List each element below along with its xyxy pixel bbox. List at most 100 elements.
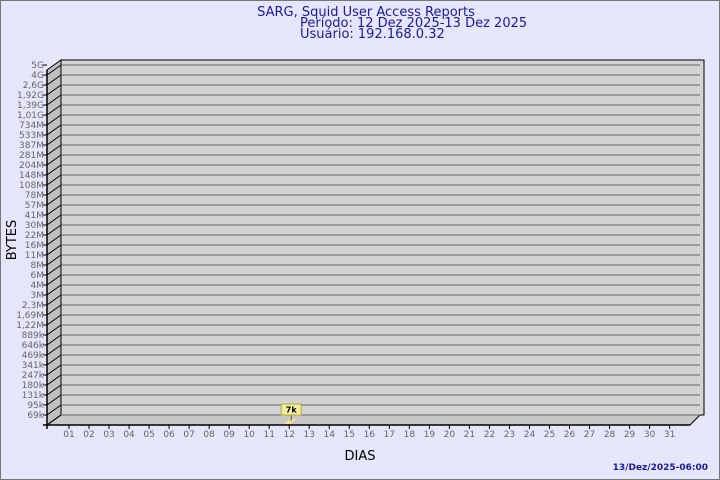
x-tick-label: 10 bbox=[243, 430, 255, 440]
grid-line-side bbox=[46, 294, 62, 306]
grid-line-side bbox=[46, 314, 62, 326]
plot-back-wall bbox=[60, 59, 705, 416]
x-tick-label: 30 bbox=[644, 430, 656, 440]
grid-line-side bbox=[46, 74, 62, 86]
x-tick-label: 25 bbox=[544, 430, 555, 440]
x-tick-label: 14 bbox=[324, 430, 336, 440]
x-tick-label: 04 bbox=[123, 430, 135, 440]
plot-area: 5G4G2,6G1,92G1,39G1,01G734M533M387M281M2… bbox=[16, 59, 705, 440]
y-tick-label: 95k bbox=[27, 401, 44, 411]
y-tick-label: 387M bbox=[19, 141, 44, 151]
y-tick-label: 69k bbox=[27, 411, 44, 421]
y-tick-label: 148M bbox=[19, 171, 44, 181]
grid-line-side bbox=[46, 154, 62, 166]
x-tick-label: 05 bbox=[143, 430, 154, 440]
x-tick-label: 06 bbox=[163, 430, 175, 440]
x-tick-label: 26 bbox=[564, 430, 576, 440]
plot-floor bbox=[45, 414, 702, 426]
grid-line-side bbox=[46, 144, 62, 156]
grid-line-side bbox=[46, 324, 62, 336]
y-tick-label: 6M bbox=[31, 271, 45, 281]
y-tick-label: 889k bbox=[22, 331, 45, 341]
y-tick-label: 57M bbox=[25, 201, 44, 211]
y-tick-label: 8M bbox=[31, 261, 45, 271]
x-tick-label: 22 bbox=[484, 430, 495, 440]
y-tick-label: 4G bbox=[31, 71, 44, 81]
y-tick-label: 341k bbox=[22, 361, 45, 371]
bar-day-12 bbox=[284, 419, 297, 424]
x-tick-label: 16 bbox=[364, 430, 376, 440]
grid-line-side bbox=[46, 214, 62, 226]
y-tick-label: 78M bbox=[25, 191, 44, 201]
x-tick-label: 23 bbox=[504, 430, 515, 440]
y-tick-label: 1,92G bbox=[17, 91, 44, 101]
grid-line-side bbox=[46, 284, 62, 296]
x-tick-label: 29 bbox=[624, 430, 636, 440]
grid-line-side bbox=[46, 384, 62, 396]
y-tick-label: 281M bbox=[19, 151, 44, 161]
grid-line-side bbox=[46, 184, 62, 196]
y-tick-label: 204M bbox=[19, 161, 44, 171]
grid-line-side bbox=[46, 274, 62, 286]
y-tick-label: 533M bbox=[19, 131, 44, 141]
y-tick-label: 1,01G bbox=[17, 111, 44, 121]
y-tick-label: 180k bbox=[22, 381, 45, 391]
x-tick-label: 07 bbox=[183, 430, 194, 440]
data-label: 7k bbox=[286, 406, 298, 415]
grid-line-side bbox=[46, 354, 62, 366]
grid-line-side bbox=[46, 364, 62, 376]
x-tick-label: 13 bbox=[304, 430, 315, 440]
x-tick-label: 24 bbox=[524, 430, 536, 440]
x-tick-label: 15 bbox=[344, 430, 355, 440]
x-tick-label: 19 bbox=[424, 430, 436, 440]
grid-line-side bbox=[46, 164, 62, 176]
y-tick-label: 2,3M bbox=[22, 301, 44, 311]
chart-subtitle-user: Usuário: 192.168.0.32 bbox=[300, 27, 445, 42]
grid-line-side bbox=[46, 414, 62, 426]
y-tick-label: 469k bbox=[22, 351, 45, 361]
grid-line-side bbox=[46, 174, 62, 186]
y-tick-label: 734M bbox=[19, 121, 44, 131]
y-tick-label: 11M bbox=[25, 251, 44, 261]
y-tick-label: 1,39G bbox=[17, 101, 44, 111]
timestamp: 13/Dez/2025-06:00 bbox=[613, 463, 708, 473]
y-axis-label: BYTES bbox=[5, 220, 20, 261]
grid-line-side bbox=[46, 304, 62, 316]
x-tick-label: 01 bbox=[63, 430, 74, 440]
y-tick-label: 2,6G bbox=[23, 81, 44, 91]
grid-line-side bbox=[46, 114, 62, 126]
data-label-box bbox=[280, 403, 302, 416]
x-tick-label: 27 bbox=[584, 430, 595, 440]
grid-line-side bbox=[46, 244, 62, 256]
x-axis-label: DIAS bbox=[345, 449, 376, 464]
x-tick-label: 17 bbox=[384, 430, 395, 440]
grid-line-side bbox=[46, 204, 62, 216]
x-tick-label: 08 bbox=[203, 430, 215, 440]
grid-line-side bbox=[46, 264, 62, 276]
grid-line-side bbox=[46, 94, 62, 106]
chart-title: SARG, Squid User Access Reports bbox=[257, 5, 475, 20]
grid-line-side bbox=[46, 104, 62, 116]
y-tick-label: 131k bbox=[22, 391, 45, 401]
x-tick-label: 09 bbox=[223, 430, 235, 440]
grid-line-side bbox=[46, 224, 62, 236]
grid-line-side bbox=[46, 394, 62, 406]
grid-line-side bbox=[46, 194, 62, 206]
grid-line-side bbox=[46, 234, 62, 246]
x-tick-label: 12 bbox=[283, 430, 294, 440]
grid-line-side bbox=[46, 374, 62, 386]
y-tick-label: 1,69M bbox=[16, 311, 44, 321]
x-tick-label: 03 bbox=[103, 430, 114, 440]
y-tick-label: 16M bbox=[25, 241, 44, 251]
y-tick-label: 5G bbox=[31, 61, 44, 71]
y-tick-label: 247k bbox=[22, 371, 45, 381]
chart-subtitle-period: Período: 12 Dez 2025-13 Dez 2025 bbox=[300, 16, 527, 31]
y-tick-label: 1,22M bbox=[16, 321, 44, 331]
x-tick-label: 21 bbox=[464, 430, 475, 440]
x-tick-label: 20 bbox=[444, 430, 456, 440]
y-tick-label: 4M bbox=[31, 281, 45, 291]
x-tick-label: 18 bbox=[404, 430, 416, 440]
y-tick-label: 646k bbox=[22, 341, 45, 351]
grid-line-side bbox=[46, 344, 62, 356]
